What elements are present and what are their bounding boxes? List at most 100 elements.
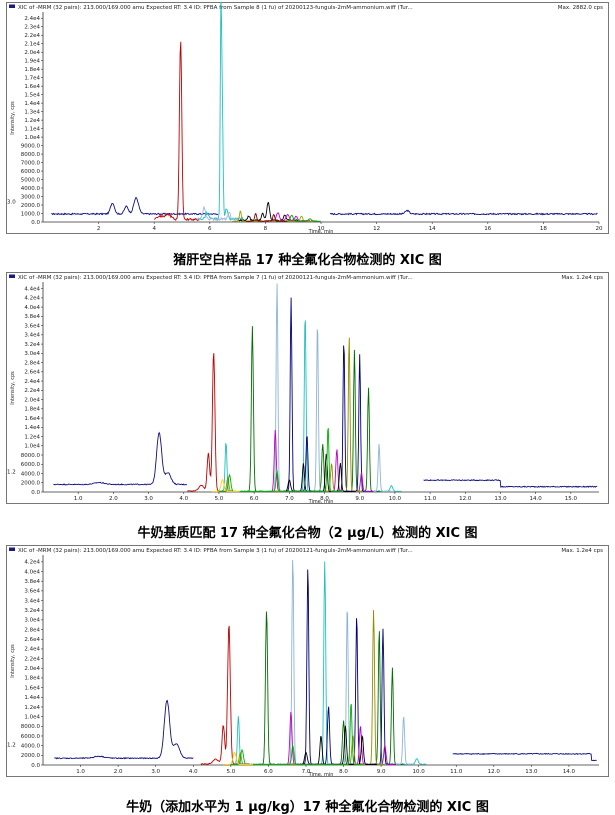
xic-chart-svg: XIC of -MRM (32 pairs): 213.000/169.000 … [6,2,609,234]
y-tick-label: 3.0e4 [24,351,40,357]
y-tick-label: 1.2e4 [24,705,40,711]
chart-caption: 猪肝空白样品 17 种全氟化合物检测的 XIC 图 [173,253,442,268]
y-tick-label: 5000.0 [21,177,41,183]
y-tick-label: 3.4e4 [24,598,40,604]
x-tick-label: 14.0 [530,496,543,502]
y-tick-label: 4000.0 [21,743,41,749]
baseline-trace [51,196,598,216]
y-tick-label: 2.0e4 [24,666,40,672]
xic-chart-svg: XIC of -MRM (32 pairs): 213.000/169.000 … [6,272,609,504]
x-tick-label: 2.0 [109,496,118,502]
x-tick-label: 15.0 [565,496,578,502]
x-tick-label: 7.0 [302,769,311,775]
y-tick-label: 1.8e4 [24,67,40,73]
y-tick-label: 0.0 [31,763,40,769]
y-tick-label: 7000.0 [21,160,41,166]
y-tick-label: 8000.0 [21,724,41,730]
y-tick-label: 2.8e4 [24,627,40,633]
x-tick-label: 6 [208,226,212,232]
y-axis-label: Intensity, cps [10,644,16,678]
y-tick-label: 1.0e4 [24,714,40,720]
x-tick-label: 5.0 [226,769,235,775]
panel-frame [6,272,609,504]
y-tick-label: 4.4e4 [24,286,40,292]
y-tick-label: 9000.0 [21,143,41,149]
side-marker-label: 3.0 [7,199,16,205]
y-tick-label: 1.0e4 [24,135,40,141]
xic-chart-pig-liver-blank: XIC of -MRM (32 pairs): 213.000/169.000 … [6,2,609,234]
x-tick-label: 8.0 [339,769,348,775]
x-tick-label: 1.0 [74,496,83,502]
y-tick-label: 2.0e4 [24,397,40,403]
xic-chart-svg: XIC of -MRM (32 pairs): 213.000/169.000 … [6,545,609,777]
y-tick-label: 3.6e4 [24,589,40,595]
x-tick-label: 12.0 [488,769,501,775]
y-axis-label: Intensity, cps [10,371,16,405]
y-tick-label: 2.2e4 [24,388,40,394]
x-tick-label: 14 [429,226,436,232]
y-tick-label: 2000.0 [21,203,41,209]
x-tick-label: 10.0 [389,496,402,502]
analyte-trace-0 [154,41,200,222]
x-tick-label: 7.0 [285,496,294,502]
analyte-trace-9 [211,478,240,493]
baseline-trace [53,431,598,488]
analyte-trace-3 [237,201,299,222]
y-tick-label: 0.0 [31,490,40,496]
analyte-trace-7 [245,212,288,223]
y-tick-label: 4.0e4 [24,569,40,575]
y-tick-label: 2.2e4 [24,33,40,39]
y-tick-label: 8000.0 [21,152,41,158]
side-marker-label: 1.2 [7,469,16,475]
x-tick-label: 1.0 [76,769,85,775]
y-tick-label: 0.0 [31,220,40,226]
y-tick-label: 2.8e4 [24,360,40,366]
x-tick-label: 3.0 [144,496,153,502]
y-tick-label: 1.0e4 [24,444,40,450]
header-legend-swatch [9,547,15,551]
x-axis-label: Time, min [308,499,334,504]
y-tick-label: 2.6e4 [24,370,40,376]
chart-header-text: XIC of -MRM (32 pairs): 213.000/169.000 … [18,275,413,281]
y-tick-label: 1.7e4 [24,75,40,81]
y-tick-label: 4.2e4 [24,560,40,566]
y-tick-label: 2.4e4 [24,379,40,385]
y-tick-label: 4000.0 [21,186,41,192]
y-tick-label: 1.4e4 [24,101,40,107]
x-tick-label: 9.0 [377,769,386,775]
side-marker-label: 1.2 [7,742,16,748]
panel-frame [6,2,609,234]
y-tick-label: 1.3e4 [24,109,40,115]
x-tick-label: 6.0 [264,769,273,775]
y-tick-label: 1.2e4 [24,434,40,440]
y-tick-label: 4.2e4 [24,296,40,302]
y-tick-label: 2.2e4 [24,656,40,662]
y-tick-label: 8000.0 [21,453,41,459]
x-tick-label: 13.0 [525,769,538,775]
x-tick-label: 3.0 [151,769,160,775]
analyte-trace-4 [265,212,311,222]
y-tick-label: 2000.0 [21,481,41,487]
header-legend-swatch [9,4,15,8]
y-tick-label: 1.5e4 [24,92,40,98]
y-tick-label: 2.6e4 [24,637,40,643]
analyte-trace-2 [195,205,238,222]
y-tick-label: 1.9e4 [24,58,40,64]
y-tick-label: 3.0e4 [24,618,40,624]
xic-chart-milk-matrix-matched: XIC of -MRM (32 pairs): 213.000/169.000 … [6,272,609,504]
y-tick-label: 1.6e4 [24,84,40,90]
y-tick-label: 1.1e4 [24,126,40,132]
x-tick-label: 10 [318,226,325,232]
y-tick-label: 6000.0 [21,462,41,468]
y-tick-label: 1.2e4 [24,118,40,124]
x-tick-label: 13.0 [494,496,507,502]
y-tick-label: 4000.0 [21,471,41,477]
header-legend-swatch [9,274,15,278]
y-tick-label: 3.2e4 [24,342,40,348]
y-tick-label: 2.4e4 [24,16,40,22]
x-tick-label: 11.0 [450,769,463,775]
baseline-trace [54,699,597,762]
x-tick-label: 18 [540,226,547,232]
y-tick-label: 2.1e4 [24,42,40,48]
x-tick-label: 8 [264,226,268,232]
